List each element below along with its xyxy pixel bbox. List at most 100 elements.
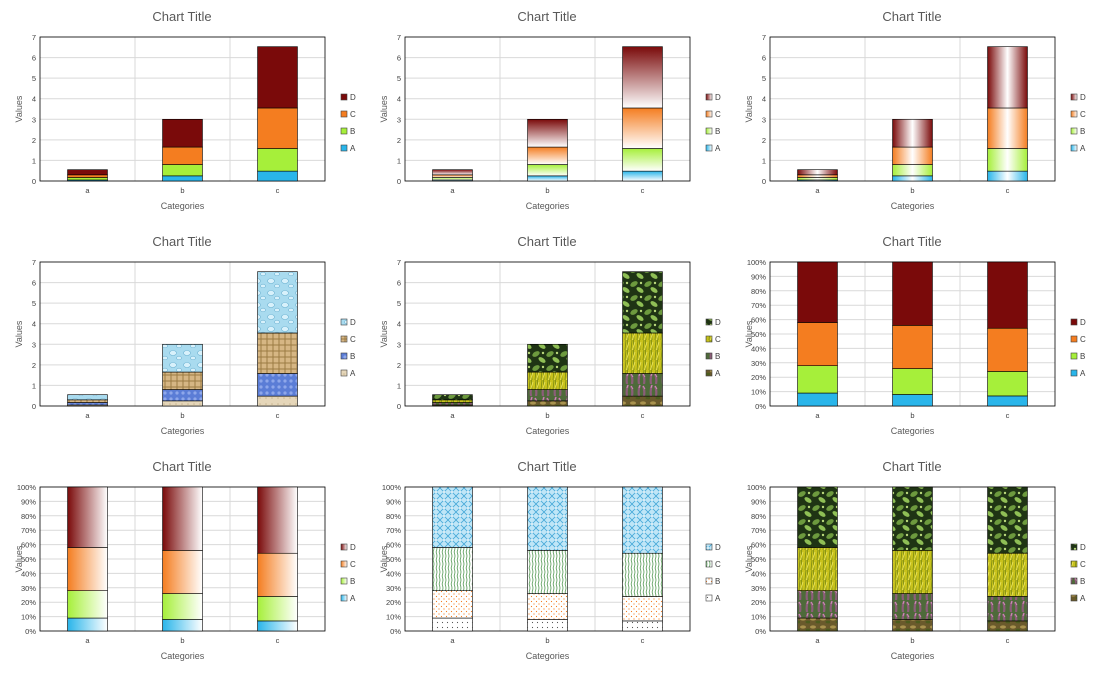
legend-label-A: A xyxy=(715,369,721,378)
chart-panel-1: Chart Title Values Categories 0 1 2 3 4 5 6 7 a b c DC… xyxy=(14,9,356,211)
bar-segment-C-b xyxy=(527,550,568,594)
x-tick-label: b xyxy=(910,411,914,420)
bar-segment-B-b xyxy=(892,164,933,177)
legend-label-A: A xyxy=(350,144,356,153)
bar-segment-D-c xyxy=(257,46,298,109)
bar-segment-D-b xyxy=(527,343,568,373)
bar-segment-B-a xyxy=(797,365,838,394)
x-axis-label: Categories xyxy=(161,201,205,211)
legend-swatch-B xyxy=(705,577,713,585)
legend-swatch-D xyxy=(1070,318,1078,326)
bar-segment-D-a xyxy=(797,169,838,176)
bar-segment-C-a xyxy=(67,547,108,591)
x-tick-label: a xyxy=(815,186,820,195)
y-tick-label: 10% xyxy=(751,613,766,622)
legend-label-A: A xyxy=(715,144,721,153)
legend-label-B: B xyxy=(350,577,355,586)
y-tick-label: 60% xyxy=(386,541,401,550)
legend-label-C: C xyxy=(715,110,721,119)
legend-label-D: D xyxy=(350,93,356,102)
bar-segment-D-a xyxy=(67,486,108,548)
chart-panel-8: Chart Title Values Categories 0% 10% 20% 30% 40… xyxy=(379,459,721,661)
bar-segment-B-b xyxy=(527,164,568,177)
y-tick-label: 4 xyxy=(32,95,36,104)
chart-panel-9: Chart Title Values Categories 0% 10% 20% 30% 40… xyxy=(744,459,1086,661)
bar-segment-C-b xyxy=(892,325,933,369)
y-tick-label: 3 xyxy=(397,115,401,124)
bar-segment-A-c xyxy=(622,170,663,182)
y-axis-label: Values xyxy=(744,95,754,122)
chart-title: Chart Title xyxy=(517,234,576,249)
y-tick-label: 50% xyxy=(21,555,36,564)
bar-segment-A-b xyxy=(892,619,933,632)
chart-title: Chart Title xyxy=(882,9,941,24)
legend-label-B: B xyxy=(1080,352,1085,361)
legend-swatch-B xyxy=(340,577,348,585)
legend-swatch-C xyxy=(340,110,348,118)
y-tick-label: 80% xyxy=(751,512,766,521)
y-tick-label: 90% xyxy=(21,497,36,506)
chart-title: Chart Title xyxy=(152,459,211,474)
y-axis-label: Values xyxy=(744,320,754,347)
y-tick-label: 2 xyxy=(397,136,401,145)
x-tick-label: a xyxy=(815,411,820,420)
y-tick-label: 10% xyxy=(21,613,36,622)
bar-segment-A-c xyxy=(622,395,663,407)
bar-segment-A-c xyxy=(257,170,298,182)
y-tick-label: 5 xyxy=(397,74,401,83)
chart-title: Chart Title xyxy=(882,459,941,474)
x-tick-label: b xyxy=(545,636,549,645)
legend-swatch-C xyxy=(705,110,713,118)
y-tick-label: 70% xyxy=(751,301,766,310)
bar-segment-A-b xyxy=(527,400,568,407)
y-tick-label: 0 xyxy=(397,402,401,411)
legend-swatch-A xyxy=(340,144,348,152)
y-tick-label: 60% xyxy=(751,316,766,325)
y-axis-label: Values xyxy=(14,95,24,122)
bar-segment-C-c xyxy=(257,107,298,149)
bar-segment-C-c xyxy=(987,327,1028,372)
bar-segment-D-c xyxy=(987,261,1028,329)
chart-panel-5: Chart Title Values Categories 0 1 2 3 4 5 6 7 a b c DC… xyxy=(379,234,721,436)
bar-segment-C-a xyxy=(432,399,473,403)
legend-label-B: B xyxy=(715,127,720,136)
bar-segment-C-c xyxy=(987,552,1028,597)
y-tick-label: 5 xyxy=(762,74,766,83)
y-tick-label: 10% xyxy=(751,388,766,397)
x-tick-label: b xyxy=(910,636,914,645)
bar-segment-C-c xyxy=(622,332,663,374)
legend-label-A: A xyxy=(350,594,356,603)
y-tick-label: 1 xyxy=(397,156,401,165)
bar-segment-A-b xyxy=(162,175,203,182)
y-tick-label: 50% xyxy=(386,555,401,564)
bar-segment-B-c xyxy=(987,371,1028,397)
y-tick-label: 20% xyxy=(751,373,766,382)
bar-segment-A-a xyxy=(67,617,108,632)
x-axis-label: Categories xyxy=(526,651,570,661)
y-tick-label: 0% xyxy=(25,627,36,636)
x-tick-label: a xyxy=(450,636,455,645)
bar-segment-D-c xyxy=(987,486,1028,554)
legend-swatch-C xyxy=(1070,560,1078,568)
x-tick-label: a xyxy=(85,636,90,645)
bar-segment-C-b xyxy=(527,146,568,165)
y-tick-label: 100% xyxy=(382,483,402,492)
legend-swatch-D xyxy=(1070,543,1078,551)
bar-segment-D-a xyxy=(432,394,473,401)
bar-segment-B-b xyxy=(892,368,933,395)
legend-label-A: A xyxy=(1080,369,1086,378)
y-tick-label: 100% xyxy=(747,258,767,267)
legend-swatch-B xyxy=(1070,127,1078,135)
x-tick-label: c xyxy=(276,636,280,645)
y-tick-label: 3 xyxy=(762,115,766,124)
bar-segment-B-b xyxy=(892,593,933,620)
y-tick-label: 1 xyxy=(762,156,766,165)
bar-segment-B-a xyxy=(67,590,108,619)
y-tick-label: 2 xyxy=(32,136,36,145)
y-tick-label: 80% xyxy=(386,512,401,521)
x-tick-label: a xyxy=(450,186,455,195)
legend-label-C: C xyxy=(350,110,356,119)
bar-segment-B-c xyxy=(257,148,298,172)
y-axis-label: Values xyxy=(14,545,24,572)
bar-segment-A-c xyxy=(987,395,1028,407)
